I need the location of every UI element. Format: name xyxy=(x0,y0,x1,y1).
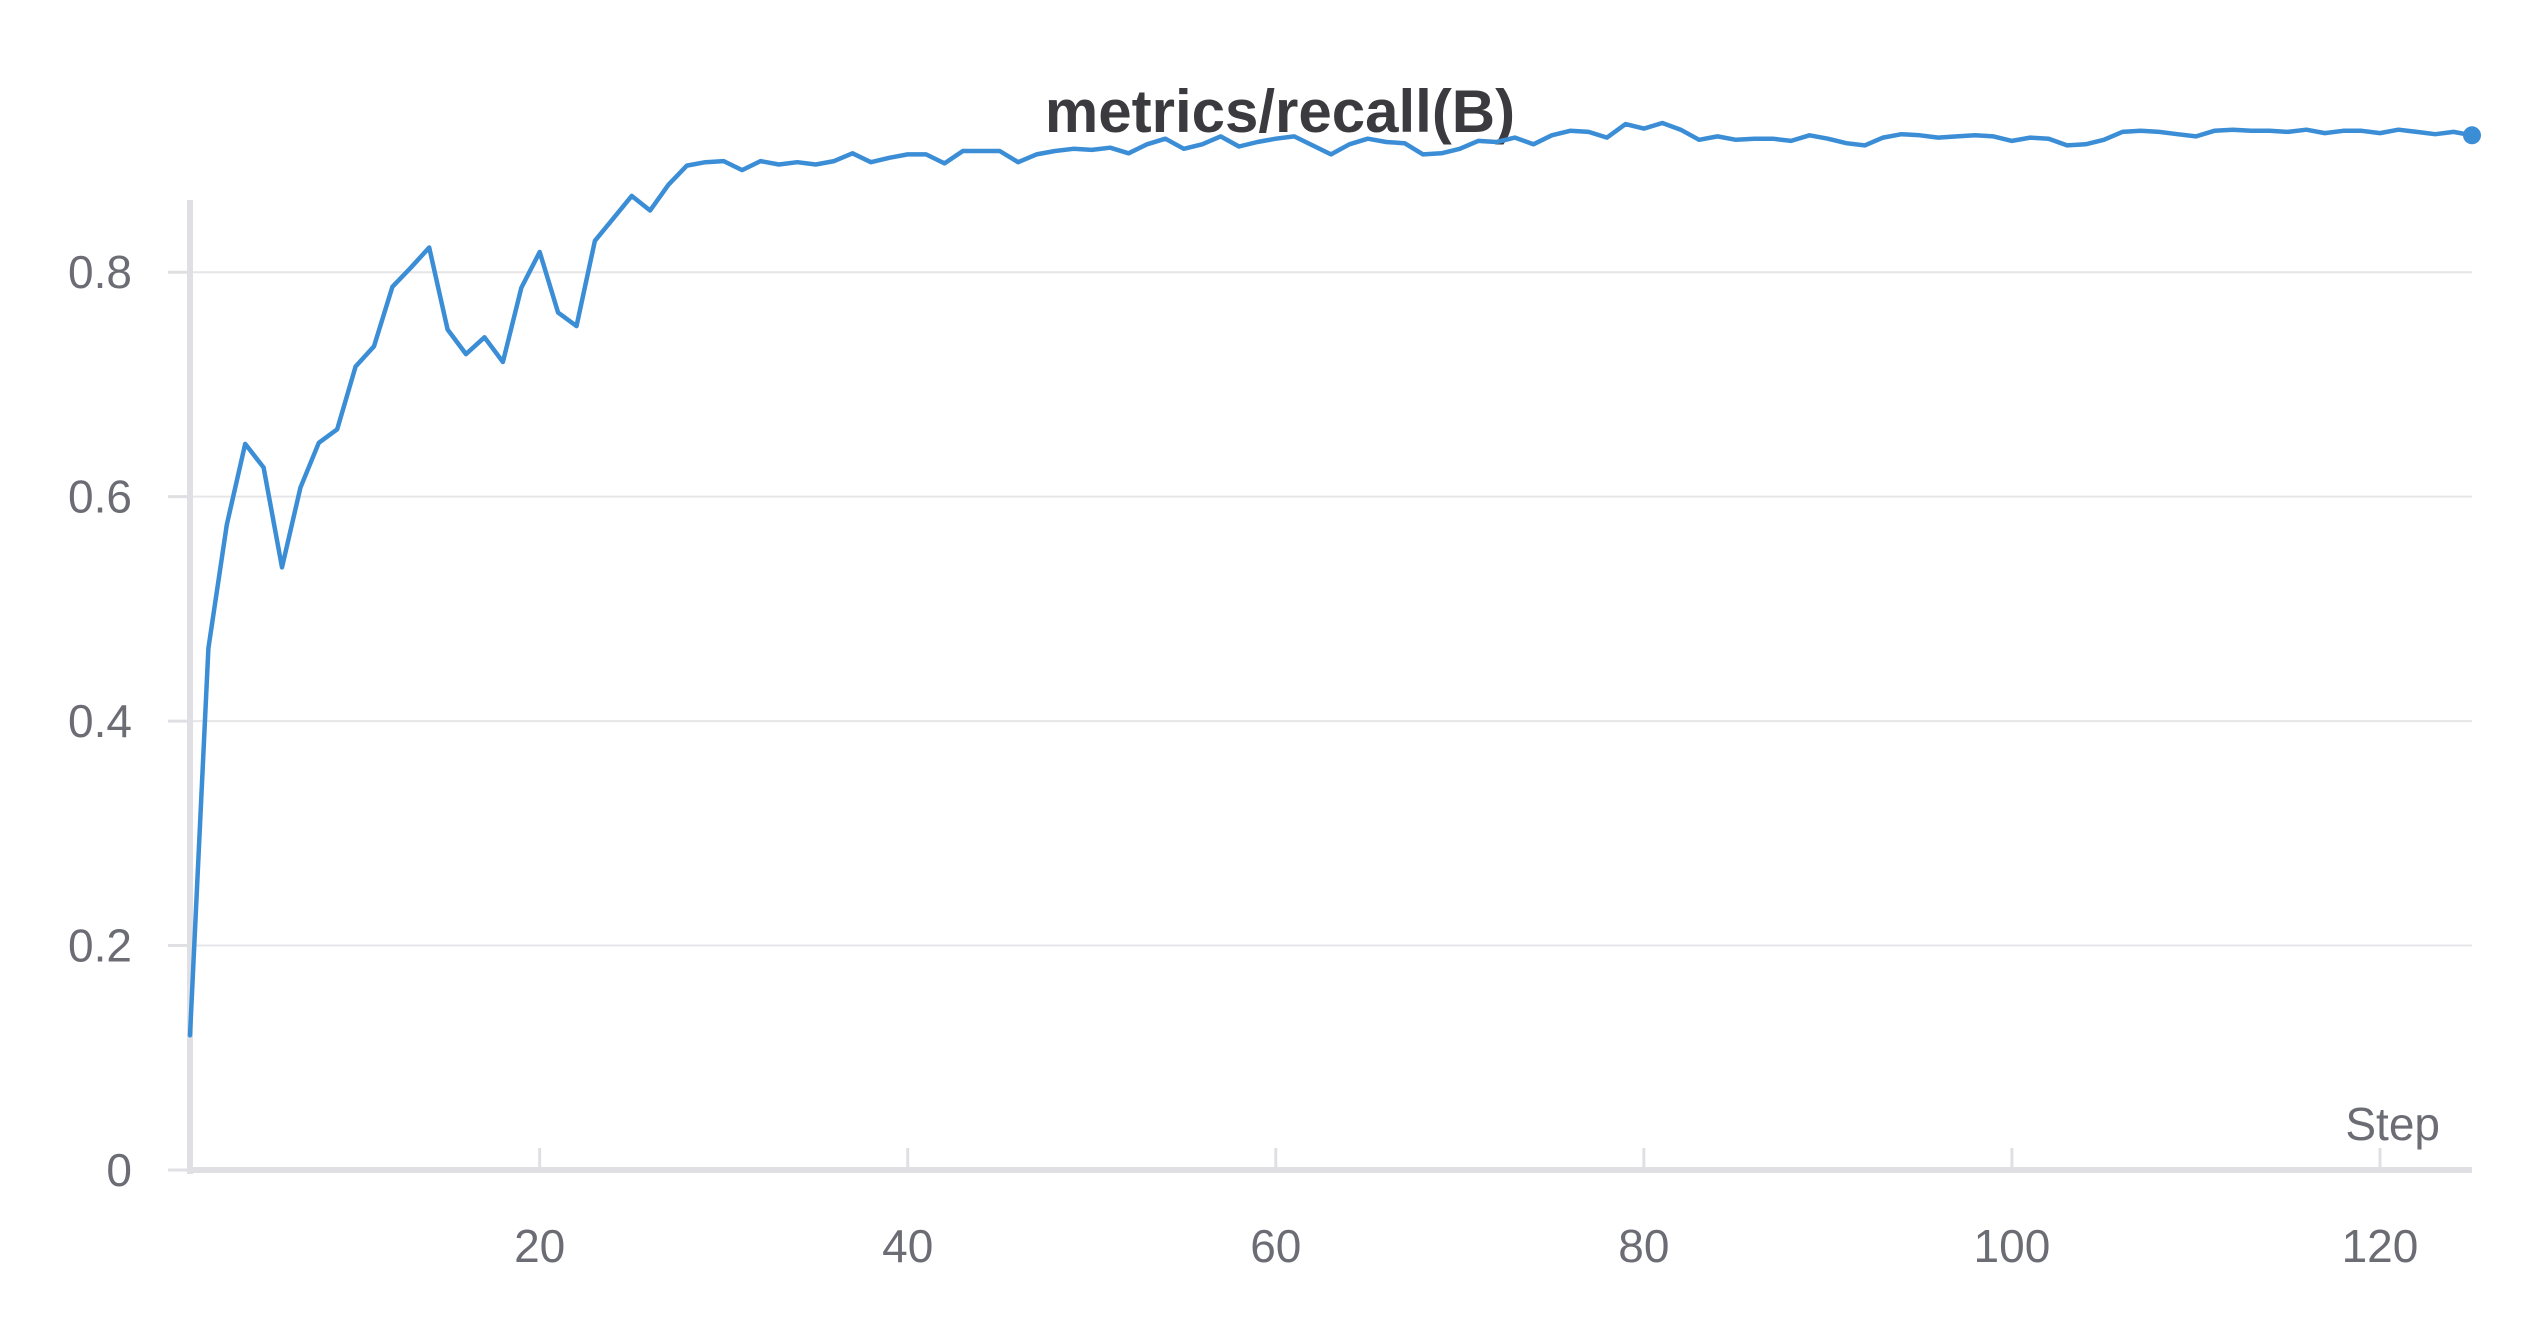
y-tick-label: 0.6 xyxy=(68,471,132,523)
x-tick-label: 100 xyxy=(1974,1220,2051,1272)
y-tick-label: 0.2 xyxy=(68,920,132,972)
x-tick-label: 120 xyxy=(2342,1220,2419,1272)
series-endpoint xyxy=(2463,126,2481,145)
x-tick-label: 60 xyxy=(1250,1220,1301,1272)
x-axis-label: Step xyxy=(2345,1098,2440,1150)
axes xyxy=(168,200,2472,1174)
y-tick-label: 0 xyxy=(106,1144,132,1196)
series-layer xyxy=(187,120,2481,1038)
x-tick-label: 40 xyxy=(882,1220,933,1272)
series-line xyxy=(187,120,2475,1038)
gridlines xyxy=(190,271,2472,947)
chart-title: metrics/recall(B) xyxy=(1045,78,1515,145)
x-tick-label: 20 xyxy=(514,1220,565,1272)
tick-labels: 0 0.2 0.4 0.6 0.8 20 40 60 80 100 120 xyxy=(68,246,2418,1272)
y-tick-label: 0.4 xyxy=(68,695,132,747)
x-tick-label: 80 xyxy=(1618,1220,1669,1272)
y-tick-label: 0.8 xyxy=(68,246,132,298)
